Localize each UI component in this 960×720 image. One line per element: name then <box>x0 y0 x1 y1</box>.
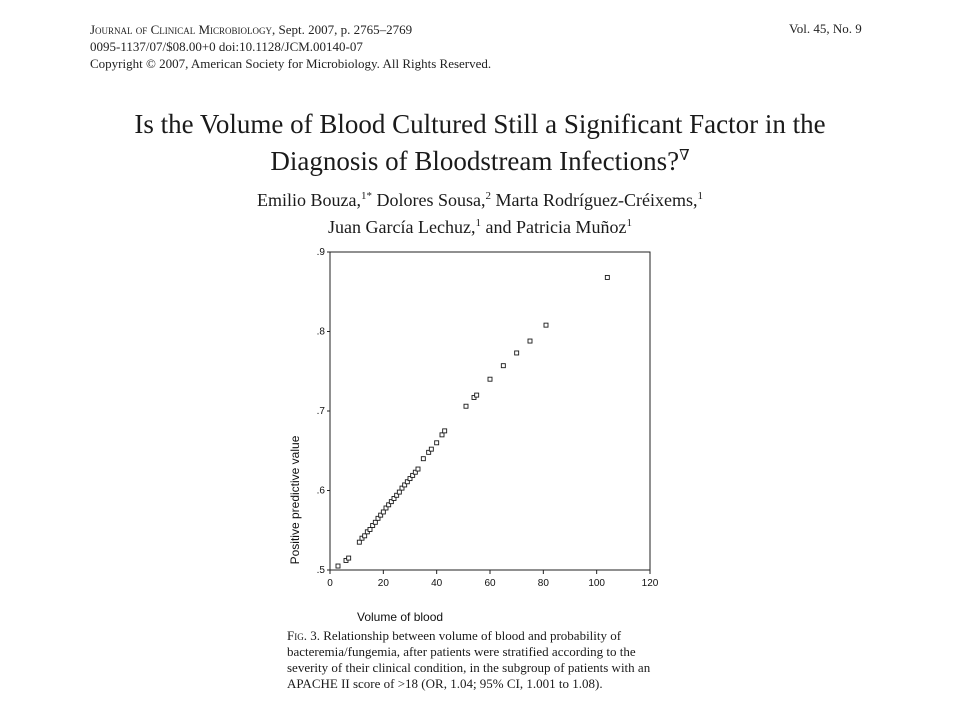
data-point <box>380 509 386 515</box>
data-point <box>386 502 392 508</box>
author-name: Marta Rodríguez-Créixems, <box>491 190 698 210</box>
data-point <box>402 482 408 488</box>
x-tick-label: 0 <box>327 578 333 589</box>
data-point <box>367 527 373 532</box>
data-point <box>391 496 397 501</box>
data-point <box>356 539 362 545</box>
data-point <box>543 322 549 328</box>
data-point <box>415 466 421 472</box>
data-point <box>388 499 394 505</box>
data-point <box>500 363 506 369</box>
data-point <box>412 469 418 475</box>
x-tick-label: 120 <box>642 578 659 589</box>
title-line-2: Diagnosis of Bloodstream Infections?∇ <box>80 140 880 177</box>
title-footnote-mark: ∇ <box>679 148 690 164</box>
data-point <box>383 505 389 511</box>
author-name: and Patricia Muñoz <box>480 217 627 237</box>
x-tick-label: 100 <box>588 578 605 589</box>
data-point <box>335 563 341 569</box>
x-tick-label: 20 <box>378 578 390 589</box>
data-point <box>399 485 405 491</box>
figure-caption: Fig. 3. Relationship between volume of b… <box>287 628 667 692</box>
data-point <box>463 403 469 409</box>
title-line-2-text: Diagnosis of Bloodstream Infections? <box>270 146 680 176</box>
y-tick-label: .8 <box>317 327 326 338</box>
issn-doi-line: 0095-1137/07/$08.00+0 doi:10.1128/JCM.00… <box>90 39 363 54</box>
author-affiliation: 1 <box>626 217 632 229</box>
journal-issue-pages: , Sept. 2007, p. 2765–2769 <box>272 22 413 37</box>
data-point <box>346 555 352 561</box>
data-point <box>407 476 413 482</box>
y-tick-label: .5 <box>317 565 326 576</box>
title-line-1: Is the Volume of Blood Cultured Still a … <box>134 109 826 139</box>
data-point <box>404 479 410 485</box>
scatter-plot: 0 20 40 60 80 100 120 .5 .6 .7 .8 .9 <box>317 247 659 589</box>
volume-number: Vol. 45, No. 9 <box>789 21 862 36</box>
author-affiliation: 2 <box>485 190 492 202</box>
data-point <box>442 428 448 434</box>
author-line-2: Juan García Lechuz,1 and Patricia Muñoz1 <box>180 212 780 239</box>
data-point <box>487 376 493 382</box>
journal-citation-line: Journal of Clinical Microbiology, Sept. … <box>90 21 491 38</box>
data-point <box>420 456 426 462</box>
y-tick-label: .6 <box>317 486 326 497</box>
author-affiliation: 1 <box>697 190 703 202</box>
data-point <box>410 472 416 478</box>
journal-header: Journal of Clinical Microbiology, Sept. … <box>90 21 491 72</box>
data-point <box>514 350 520 356</box>
y-tick-label: .9 <box>317 247 326 258</box>
data-point <box>396 489 402 495</box>
article-title: Is the Volume of Blood Cultured Still a … <box>80 108 880 177</box>
data-point <box>370 523 376 528</box>
x-tick-label: 40 <box>431 578 443 589</box>
y-tick-label: .7 <box>317 406 326 417</box>
data-point <box>426 449 432 455</box>
author-list: Emilio Bouza,1* Dolores Sousa,2 Marta Ro… <box>180 185 780 239</box>
y-axis-label: Positive predictive value <box>288 435 302 565</box>
figure-caption-text: Relationship between volume of blood and… <box>287 628 651 691</box>
plot-frame <box>329 251 651 571</box>
data-point <box>439 432 445 438</box>
data-point <box>428 446 434 452</box>
figure-number: Fig. 3. <box>287 628 320 643</box>
data-point <box>362 533 368 539</box>
author-affiliation: 1 <box>475 217 481 229</box>
data-point <box>604 274 610 280</box>
data-point <box>378 512 384 518</box>
author-name: Dolores Sousa, <box>372 190 486 210</box>
data-point <box>394 492 400 498</box>
author-name: Juan García Lechuz, <box>328 217 476 237</box>
x-axis-label: Volume of blood <box>357 610 444 624</box>
x-tick-label: 60 <box>484 578 496 589</box>
data-point <box>372 519 378 525</box>
data-point <box>474 392 480 398</box>
author-affiliation: 1* <box>361 190 373 202</box>
author-line-1: Emilio Bouza,1* Dolores Sousa,2 Marta Ro… <box>180 185 780 212</box>
x-tick-label: 80 <box>538 578 550 589</box>
journal-name: Journal of Clinical Microbiology <box>90 22 273 37</box>
copyright-line: Copyright © 2007, American Society for M… <box>90 56 492 71</box>
author-name: Emilio Bouza, <box>257 190 362 210</box>
data-point <box>434 440 440 446</box>
data-point <box>375 515 381 521</box>
data-point <box>527 338 533 344</box>
